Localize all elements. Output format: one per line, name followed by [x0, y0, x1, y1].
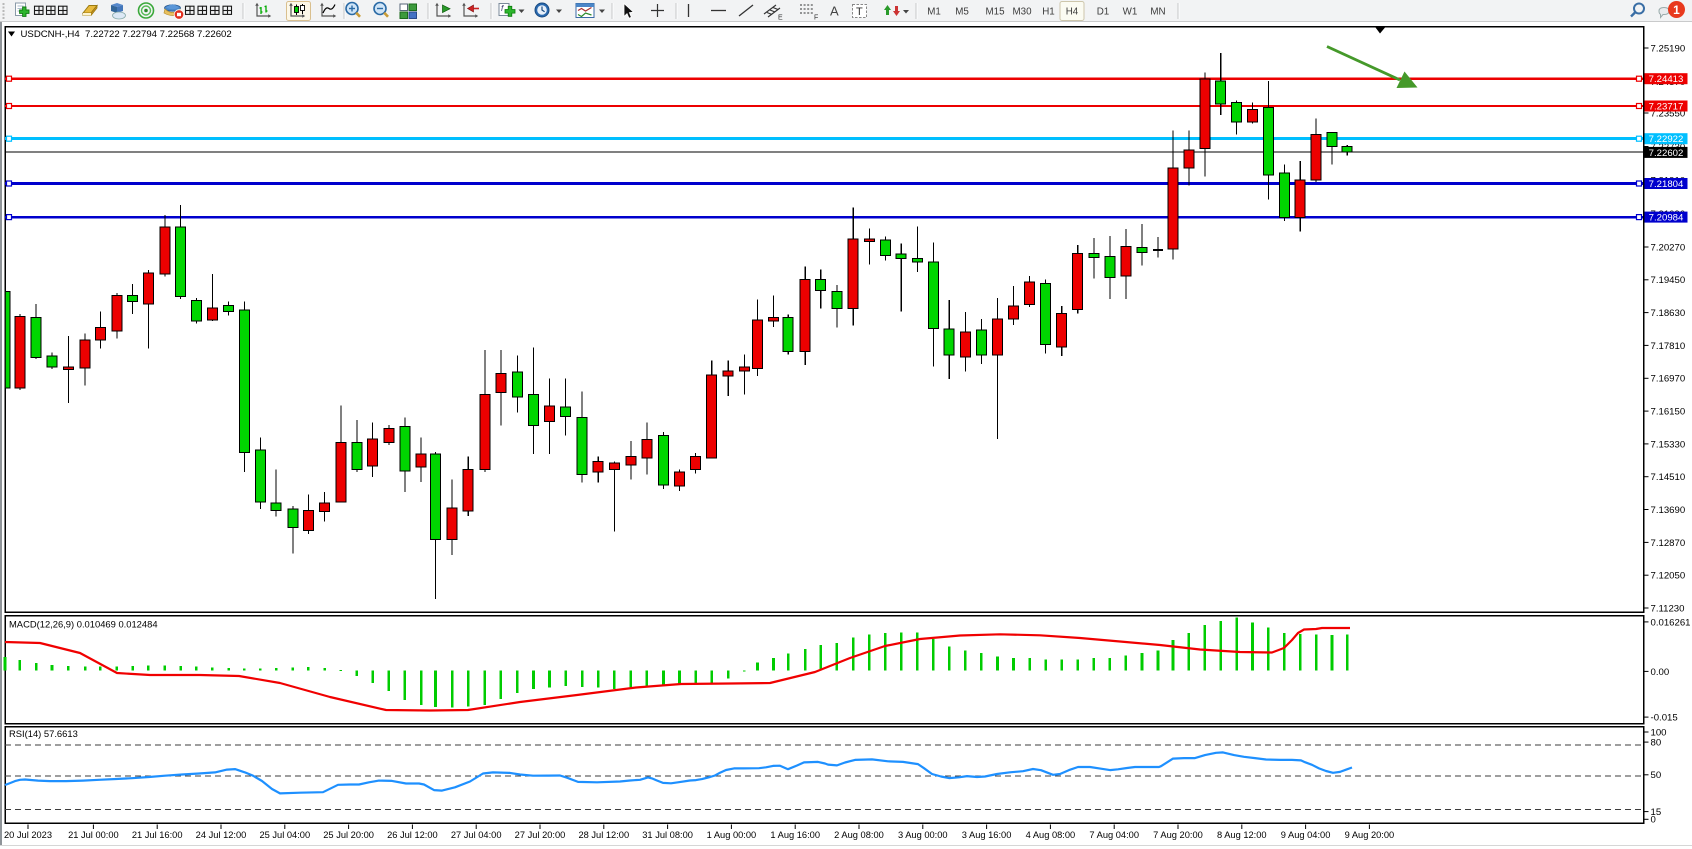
svg-text:7.23550: 7.23550	[1651, 108, 1686, 119]
svg-text:25 Jul 20:00: 25 Jul 20:00	[323, 830, 374, 840]
svg-text:80: 80	[1651, 738, 1662, 749]
svg-text:M15: M15	[985, 7, 1005, 18]
svg-text:MN: MN	[1150, 7, 1165, 18]
svg-text:RSI(14) 57.6613: RSI(14) 57.6613	[9, 728, 78, 739]
svg-text:24 Jul 12:00: 24 Jul 12:00	[196, 830, 247, 840]
svg-text:50: 50	[1651, 770, 1662, 781]
svg-text:F: F	[814, 15, 818, 22]
svg-text:7.19450: 7.19450	[1651, 275, 1686, 286]
svg-text:7 Aug 04:00: 7 Aug 04:00	[1089, 830, 1139, 840]
svg-text:3 Aug 00:00: 3 Aug 00:00	[898, 830, 948, 840]
svg-text:25 Jul 04:00: 25 Jul 04:00	[259, 830, 310, 840]
svg-text:27 Jul 04:00: 27 Jul 04:00	[451, 830, 502, 840]
svg-text:7.20984: 7.20984	[1649, 213, 1684, 224]
svg-text:H1: H1	[1042, 7, 1055, 18]
svg-text:7.15330: 7.15330	[1651, 439, 1686, 450]
svg-text:D1: D1	[1097, 7, 1110, 18]
svg-text:7.13690: 7.13690	[1651, 505, 1686, 516]
svg-text:26 Jul 12:00: 26 Jul 12:00	[387, 830, 438, 840]
svg-text:7.18630: 7.18630	[1651, 308, 1686, 319]
svg-text:21 Jul 16:00: 21 Jul 16:00	[132, 830, 183, 840]
svg-text:8 Aug 12:00: 8 Aug 12:00	[1217, 830, 1267, 840]
svg-text:15: 15	[1651, 807, 1662, 818]
svg-text:E: E	[778, 15, 783, 22]
svg-text:M5: M5	[955, 7, 969, 18]
svg-text:0.00: 0.00	[1651, 667, 1670, 678]
svg-text:7.11230: 7.11230	[1651, 603, 1685, 614]
svg-text:7.20270: 7.20270	[1651, 242, 1686, 253]
svg-text:f: f	[501, 4, 504, 13]
svg-text:USDCNH-,H4 7.22722 7.22794 7.: USDCNH-,H4 7.22722 7.22794 7.22568 7.226…	[21, 29, 232, 40]
svg-text:1: 1	[1673, 3, 1680, 17]
svg-text:-0.015: -0.015	[1651, 713, 1678, 724]
svg-text:H4: H4	[1066, 7, 1079, 18]
svg-text:4 Aug 08:00: 4 Aug 08:00	[1026, 830, 1076, 840]
svg-text:3 Aug 16:00: 3 Aug 16:00	[962, 830, 1012, 840]
svg-text:9 Aug 04:00: 9 Aug 04:00	[1281, 830, 1331, 840]
svg-text:7.22602: 7.22602	[1649, 148, 1684, 159]
svg-text:7.21804: 7.21804	[1649, 179, 1684, 190]
svg-text:0: 0	[1651, 815, 1656, 826]
svg-text:7 Aug 20:00: 7 Aug 20:00	[1153, 830, 1203, 840]
svg-text:7.14510: 7.14510	[1651, 472, 1686, 483]
svg-text:A: A	[830, 4, 839, 19]
svg-text:9 Aug 20:00: 9 Aug 20:00	[1345, 830, 1395, 840]
svg-text:7.23717: 7.23717	[1649, 102, 1684, 113]
svg-text:27 Jul 20:00: 27 Jul 20:00	[515, 830, 566, 840]
svg-text:0.016261: 0.016261	[1651, 617, 1691, 628]
svg-text:1 Aug 16:00: 1 Aug 16:00	[770, 830, 820, 840]
svg-text:31 Jul 08:00: 31 Jul 08:00	[642, 830, 693, 840]
svg-text:M1: M1	[927, 7, 941, 18]
svg-text:2 Aug 08:00: 2 Aug 08:00	[834, 830, 884, 840]
svg-text:7.22922: 7.22922	[1649, 134, 1684, 145]
svg-text:21 Jul 00:00: 21 Jul 00:00	[68, 830, 119, 840]
svg-text:7.16970: 7.16970	[1651, 374, 1686, 385]
svg-text:7.24413: 7.24413	[1649, 74, 1684, 85]
svg-text:7.12870: 7.12870	[1651, 538, 1686, 549]
svg-text:7.16150: 7.16150	[1651, 407, 1686, 418]
svg-text:W1: W1	[1123, 7, 1138, 18]
svg-text:7.17810: 7.17810	[1651, 341, 1686, 352]
svg-text:28 Jul 12:00: 28 Jul 12:00	[578, 830, 629, 840]
svg-text:M30: M30	[1012, 7, 1032, 18]
svg-text:7.25190: 7.25190	[1651, 43, 1686, 54]
svg-text:100: 100	[1651, 727, 1667, 738]
svg-text:7.12050: 7.12050	[1651, 571, 1686, 582]
svg-text:1 Aug 00:00: 1 Aug 00:00	[707, 830, 757, 840]
svg-text:T: T	[856, 6, 863, 18]
svg-text:MACD(12,26,9) 0.010469 0.01248: MACD(12,26,9) 0.010469 0.012484	[9, 619, 158, 630]
svg-text:20 Jul 2023: 20 Jul 2023	[4, 830, 52, 840]
